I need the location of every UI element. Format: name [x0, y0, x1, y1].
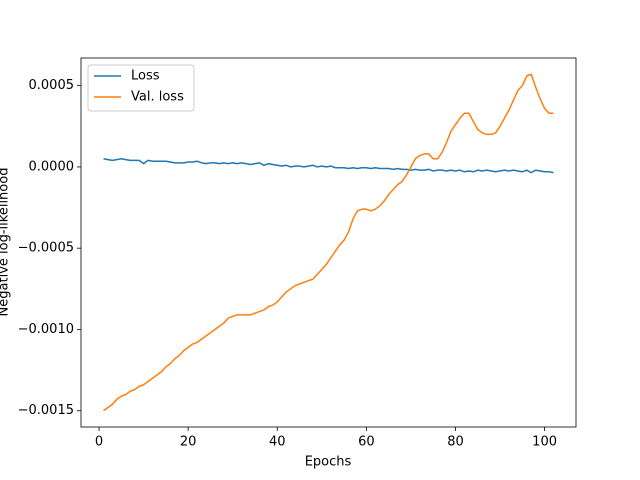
legend-label: Val. loss [131, 90, 184, 105]
y-axis-label: Negative log-likelihood [0, 168, 12, 317]
x-tick-label: 80 [447, 435, 464, 450]
x-axis-label: Epochs [305, 455, 352, 470]
series-line [103, 158, 554, 174]
y-tick-label: 0.0005 [29, 78, 75, 93]
y-tick-label: −0.0005 [18, 241, 74, 256]
x-tick-label: 20 [180, 435, 197, 450]
x-tick-label: 60 [358, 435, 375, 450]
plot-frame [80, 57, 577, 428]
y-tick-label: −0.0015 [18, 403, 74, 418]
x-tick-label: 100 [532, 435, 557, 450]
y-tick-label: 0.0000 [29, 159, 75, 174]
y-tick-label: −0.0010 [18, 322, 74, 337]
x-tick-label: 0 [95, 435, 103, 450]
legend-label: Loss [131, 69, 160, 84]
series-line [103, 73, 554, 412]
x-tick-label: 40 [269, 435, 286, 450]
